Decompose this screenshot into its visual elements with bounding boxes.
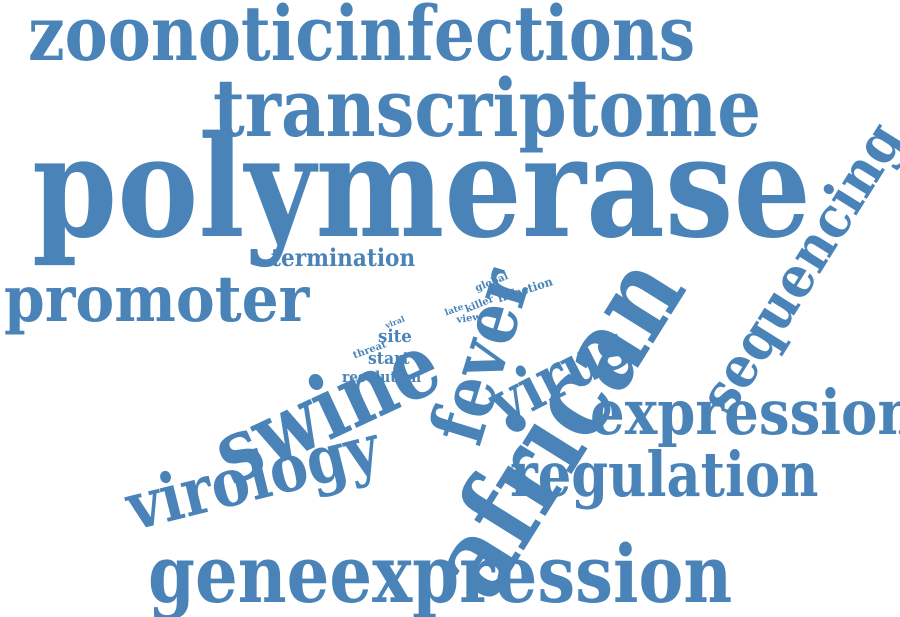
word-site: site [378, 326, 412, 347]
word-polymerase: polymerase [32, 106, 811, 270]
word-expression: expression [590, 376, 900, 449]
word-transcriptome: transcriptome [213, 61, 761, 155]
word-start: start [368, 349, 410, 369]
word-zoonoticinfections: zoonoticinfections [28, 0, 696, 78]
word-promoter: promoter [4, 262, 310, 337]
word-regulation: regulation [510, 438, 819, 511]
word-termination: termination [271, 243, 416, 272]
word-resolution: resolution [342, 368, 422, 386]
word-geneexpression: geneexpression [148, 527, 733, 617]
